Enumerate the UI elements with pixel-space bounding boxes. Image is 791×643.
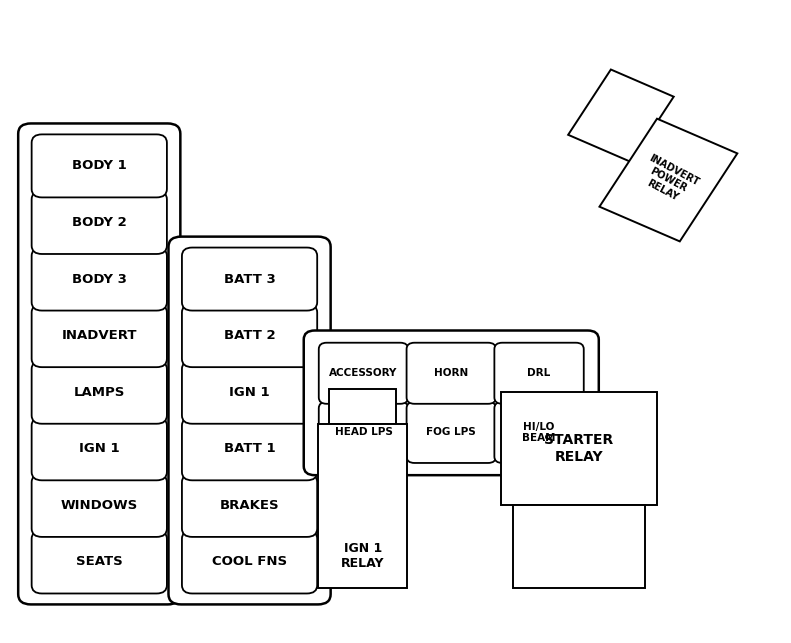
FancyBboxPatch shape — [182, 530, 317, 593]
FancyBboxPatch shape — [168, 237, 331, 604]
Polygon shape — [600, 119, 737, 241]
FancyBboxPatch shape — [32, 191, 167, 254]
FancyBboxPatch shape — [407, 402, 496, 463]
Text: INADVERT
POWER
RELAY: INADVERT POWER RELAY — [636, 152, 701, 208]
FancyBboxPatch shape — [18, 123, 180, 604]
Text: BODY 2: BODY 2 — [72, 216, 127, 229]
Text: FOG LPS: FOG LPS — [426, 428, 476, 437]
Text: BATT 1: BATT 1 — [224, 442, 275, 455]
FancyBboxPatch shape — [494, 343, 584, 404]
Bar — [318, 424, 407, 588]
FancyBboxPatch shape — [407, 343, 496, 404]
FancyBboxPatch shape — [182, 304, 317, 367]
Text: LAMPS: LAMPS — [74, 386, 125, 399]
Text: COOL FNS: COOL FNS — [212, 556, 287, 568]
Text: BATT 3: BATT 3 — [224, 273, 275, 285]
Text: HORN: HORN — [434, 368, 468, 378]
FancyBboxPatch shape — [32, 304, 167, 367]
Text: HI/LO
BEAM: HI/LO BEAM — [522, 422, 556, 443]
FancyBboxPatch shape — [32, 417, 167, 480]
FancyBboxPatch shape — [32, 361, 167, 424]
FancyBboxPatch shape — [32, 530, 167, 593]
Text: STARTER
RELAY: STARTER RELAY — [544, 433, 614, 464]
Text: INADVERT: INADVERT — [62, 329, 137, 342]
Bar — [329, 389, 396, 424]
Text: HEAD LPS: HEAD LPS — [335, 428, 392, 437]
Text: BODY 1: BODY 1 — [72, 159, 127, 172]
FancyBboxPatch shape — [32, 474, 167, 537]
FancyBboxPatch shape — [319, 402, 408, 463]
Text: IGN 1: IGN 1 — [229, 386, 270, 399]
FancyBboxPatch shape — [319, 343, 408, 404]
Text: DRL: DRL — [528, 368, 551, 378]
Bar — [513, 505, 645, 588]
FancyBboxPatch shape — [182, 248, 317, 311]
FancyBboxPatch shape — [32, 248, 167, 311]
Text: SEATS: SEATS — [76, 556, 123, 568]
FancyBboxPatch shape — [32, 134, 167, 197]
FancyBboxPatch shape — [182, 361, 317, 424]
Bar — [501, 392, 657, 505]
Text: IGN 1: IGN 1 — [79, 442, 119, 455]
Text: ACCESSORY: ACCESSORY — [329, 368, 398, 378]
Text: IGN 1
RELAY: IGN 1 RELAY — [341, 541, 384, 570]
Text: BATT 2: BATT 2 — [224, 329, 275, 342]
FancyBboxPatch shape — [304, 331, 599, 475]
FancyBboxPatch shape — [494, 402, 584, 463]
Polygon shape — [568, 69, 674, 162]
FancyBboxPatch shape — [182, 417, 317, 480]
FancyBboxPatch shape — [182, 474, 317, 537]
Text: BODY 3: BODY 3 — [72, 273, 127, 285]
Text: WINDOWS: WINDOWS — [61, 499, 138, 512]
Text: BRAKES: BRAKES — [220, 499, 279, 512]
